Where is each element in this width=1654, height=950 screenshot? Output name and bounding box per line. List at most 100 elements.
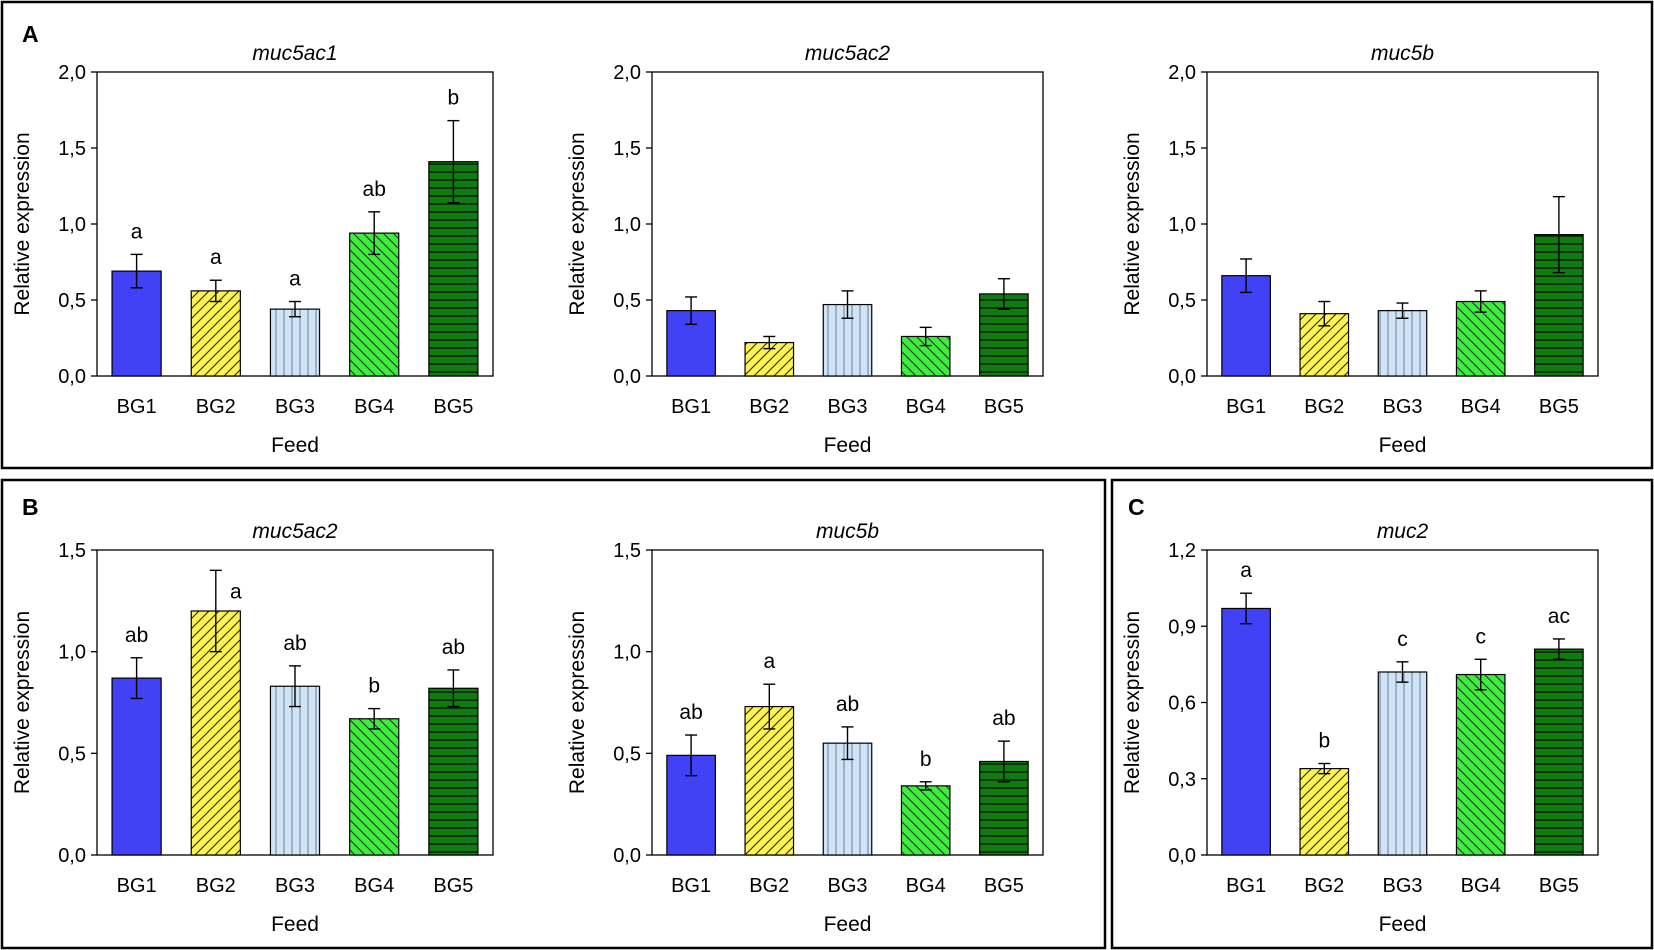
y-axis-label: Relative expression: [1121, 611, 1144, 794]
significance-label: a: [289, 268, 301, 291]
chart-title: muc5b: [1371, 42, 1434, 65]
x-tick-label: BG2: [1304, 875, 1344, 897]
chart-title: muc2: [1377, 520, 1429, 543]
y-tick-label: 2,0: [613, 62, 641, 84]
bar-bg4: [349, 232, 400, 377]
significance-label: ab: [442, 636, 465, 659]
significance-label: a: [210, 246, 222, 269]
x-tick-label: BG5: [1539, 875, 1579, 897]
chart-title: muc5b: [816, 520, 879, 543]
significance-label: c: [1475, 625, 1486, 648]
y-tick-label: 1,0: [613, 642, 641, 664]
y-axis-label: Relative expression: [11, 132, 34, 315]
y-tick-label: 0,0: [613, 366, 641, 388]
bar-bg1: [111, 677, 162, 856]
bar-bg3: [269, 685, 321, 856]
y-tick-label: 0,0: [58, 366, 86, 388]
significance-label: b: [448, 87, 460, 110]
significance-label: ab: [992, 707, 1015, 730]
x-tick-label: BG2: [749, 875, 789, 897]
significance-label: ab: [836, 693, 859, 716]
x-tick-label: BG3: [827, 875, 867, 897]
y-tick-label: 0,0: [58, 845, 86, 867]
chart-b-muc5ac2: muc5ac2 0,0 0,5 1,0 1,5 Relative expression Fe…: [11, 520, 494, 936]
bar-bg3: [1377, 310, 1428, 377]
x-tick-label: BG3: [275, 396, 315, 418]
bar-bg4: [900, 785, 951, 856]
y-tick-label: 1,0: [613, 214, 641, 236]
chart-a-muc5b: muc5b 0,0 0,5 1,0 1,5 2,0 Relative expression F…: [1121, 42, 1599, 457]
significance-label: a: [1240, 559, 1252, 582]
x-tick-label: BG1: [671, 875, 711, 897]
y-axis-label: Relative expression: [1121, 132, 1144, 315]
y-tick-label: 1,5: [1168, 138, 1196, 160]
x-tick-label: BG3: [1382, 875, 1422, 897]
significance-label: ab: [363, 178, 386, 201]
x-tick-label: BG5: [984, 396, 1024, 418]
x-tick-label: BG4: [906, 875, 946, 897]
x-axis-label: Feed: [271, 913, 319, 936]
y-axis-label: Relative expression: [566, 611, 589, 794]
x-tick-label: BG3: [827, 396, 867, 418]
x-tick-label: BG3: [1382, 396, 1422, 418]
bar-bg3: [269, 308, 321, 377]
x-tick-label: BG1: [117, 396, 157, 418]
y-tick-label: 1,0: [58, 642, 86, 664]
bar-bg1: [111, 270, 162, 377]
y-tick-label: 0,3: [1168, 769, 1196, 791]
significance-label: b: [368, 675, 380, 698]
y-tick-label: 0,5: [1168, 290, 1196, 312]
x-tick-label: BG2: [196, 396, 236, 418]
x-tick-label: BG2: [196, 875, 236, 897]
charts-layer: muc5ac1 0,0 0,5 1,0 1,5 2,0 Relative expressio…: [11, 42, 1599, 936]
x-tick-label: BG4: [906, 396, 946, 418]
panel-label-c: C: [1128, 494, 1145, 520]
x-axis-label: Feed: [1379, 434, 1427, 457]
x-tick-label: BG1: [1226, 875, 1266, 897]
chart-title: muc5ac1: [252, 42, 337, 65]
x-tick-label: BG4: [1461, 875, 1501, 897]
significance-label: b: [920, 748, 932, 771]
bar-bg2: [744, 341, 795, 377]
y-tick-label: 0,5: [613, 290, 641, 312]
significance-label: ab: [679, 701, 702, 724]
y-tick-label: 0,5: [58, 290, 86, 312]
y-tick-label: 2,0: [1168, 62, 1196, 84]
bar-bg3: [1377, 671, 1428, 856]
y-tick-label: 2,0: [58, 62, 86, 84]
y-tick-label: 0,9: [1168, 616, 1196, 638]
x-tick-label: BG5: [433, 396, 473, 418]
significance-label: ac: [1548, 605, 1570, 628]
chart-a-muc5ac2: muc5ac2 0,0 0,5 1,0 1,5 2,0 Relative expressio…: [566, 42, 1044, 457]
bar-bg5: [428, 687, 479, 856]
x-tick-label: BG4: [354, 396, 394, 418]
significance-label: c: [1397, 628, 1408, 651]
significance-label: ab: [283, 632, 306, 655]
x-tick-label: BG1: [117, 875, 157, 897]
x-tick-label: BG1: [1226, 396, 1266, 418]
y-tick-label: 1,5: [613, 138, 641, 160]
y-tick-label: 0,6: [1168, 693, 1196, 715]
bar-bg5: [1534, 648, 1584, 856]
x-tick-label: BG4: [1461, 396, 1501, 418]
bar-bg4: [1455, 673, 1506, 856]
y-tick-label: 1,5: [58, 540, 86, 562]
bar-bg4: [1455, 300, 1506, 377]
y-axis-label: Relative expression: [11, 611, 34, 794]
chart-title: muc5ac2: [805, 42, 891, 65]
bar-bg1: [1221, 607, 1271, 856]
significance-label: a: [763, 650, 775, 673]
x-axis-label: Feed: [824, 434, 872, 457]
y-tick-label: 0,5: [58, 743, 86, 765]
y-tick-label: 1,5: [613, 540, 641, 562]
x-tick-label: BG2: [749, 396, 789, 418]
panel-frame-a: [0, 0, 1654, 470]
y-tick-label: 0,0: [1168, 845, 1196, 867]
chart-a-muc5ac1: muc5ac1 0,0 0,5 1,0 1,5 2,0 Relative expressio…: [11, 42, 494, 457]
y-tick-label: 1,0: [58, 214, 86, 236]
panel-frame-c: [1110, 478, 1654, 950]
x-tick-label: BG5: [1539, 396, 1579, 418]
bar-bg2: [190, 290, 241, 377]
significance-label: b: [1318, 730, 1330, 753]
